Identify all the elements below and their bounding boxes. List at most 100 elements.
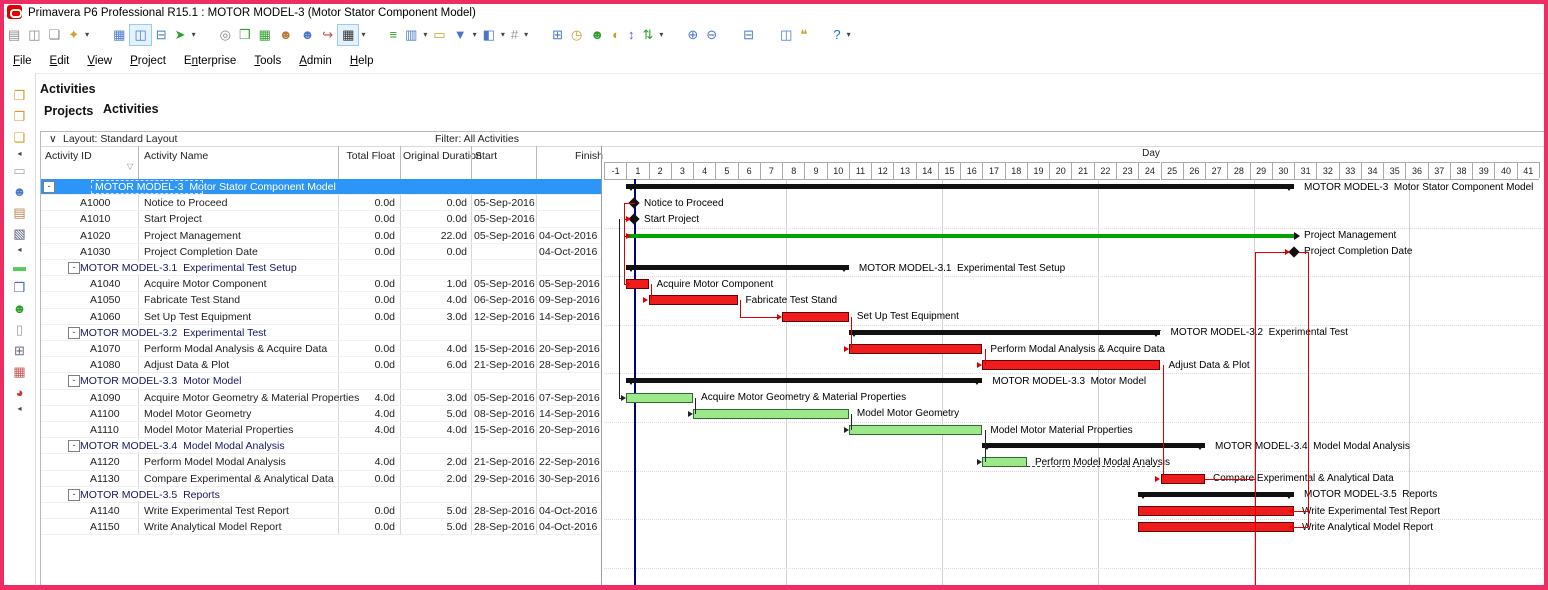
group-row-label[interactable]: MOTOR MODEL-3.4 Model Modal Analysis <box>80 440 285 453</box>
caret[interactable]: ▾ <box>524 30 529 39</box>
cell-finish[interactable]: 30-Sep-2016 <box>539 472 600 485</box>
caret[interactable]: ▾ <box>659 30 664 39</box>
schedule-icon[interactable]: ▦ <box>337 24 360 46</box>
bars-icon[interactable]: ≡ <box>389 27 398 42</box>
collapse-icon[interactable]: ◂ <box>17 149 22 158</box>
cell-total-float[interactable]: 0.0d <box>374 343 395 355</box>
cell-activity-id[interactable]: A1120 <box>90 456 120 469</box>
wbs-icon[interactable]: ▭ <box>13 163 26 178</box>
cell-original-duration[interactable]: 3.0d <box>446 391 467 404</box>
col-activity-id[interactable]: Activity ID <box>45 150 92 162</box>
group-sort-icon[interactable]: ◧ <box>482 27 495 42</box>
cell-activity-id[interactable]: A1110 <box>90 424 119 436</box>
cell-original-duration[interactable]: 4.0d <box>446 424 467 436</box>
cell-total-float[interactable]: 0.0d <box>374 278 395 291</box>
cell-activity-name[interactable]: Perform Model Modal Analysis <box>144 456 286 469</box>
cell-start[interactable]: 29-Sep-2016 <box>474 472 535 485</box>
menu-enterprise[interactable]: Enterprise <box>183 55 237 67</box>
relationship-icon[interactable]: ↪ <box>322 27 334 42</box>
page-setup-icon[interactable]: ❏ <box>48 27 61 42</box>
cell-activity-name[interactable]: Acquire Motor Component <box>144 278 267 291</box>
notebook-icon[interactable]: ▤ <box>13 205 26 220</box>
critical-activity-bar[interactable] <box>848 344 983 354</box>
cell-finish[interactable]: 14-Sep-2016 <box>539 407 600 420</box>
comment-icon[interactable]: ❝ <box>800 27 808 42</box>
cell-start[interactable]: 05-Sep-2016 <box>474 391 535 404</box>
caret[interactable]: ▾ <box>423 30 428 39</box>
cell-activity-id[interactable]: A1060 <box>90 310 121 323</box>
cell-finish[interactable]: 22-Sep-2016 <box>539 456 600 469</box>
help-icon[interactable]: ? <box>833 27 841 42</box>
cell-original-duration[interactable]: 0.0d <box>446 245 467 258</box>
cell-activity-id[interactable]: A1020 <box>80 229 111 242</box>
cell-activity-name[interactable]: Model Motor Material Properties <box>144 424 294 436</box>
critical-activity-bar[interactable] <box>1160 473 1206 484</box>
collapse-icon[interactable]: ◂ <box>17 404 22 413</box>
critical-activity-bar[interactable] <box>982 360 1161 371</box>
cell-finish[interactable]: 05-Sep-2016 <box>539 278 600 291</box>
cell-original-duration[interactable]: 1.0d <box>446 278 467 291</box>
cell-start[interactable]: 21-Sep-2016 <box>474 359 535 372</box>
chevron-down-icon[interactable]: ∨ <box>49 133 57 145</box>
gantt-view-icon[interactable]: ◫ <box>129 24 152 46</box>
cell-activity-name[interactable]: Write Experimental Test Report <box>144 505 289 517</box>
font-icon[interactable]: # <box>510 27 519 42</box>
zoom-in-icon[interactable]: ⊕ <box>687 27 699 42</box>
cell-activity-name[interactable]: Fabricate Test Stand <box>144 294 241 307</box>
grid-icon[interactable]: ⊞ <box>552 27 564 42</box>
col-total-float[interactable]: Total Float <box>346 150 395 162</box>
cell-total-float[interactable]: 0.0d <box>374 359 395 372</box>
cell-activity-name[interactable]: Project Completion Date <box>144 245 258 258</box>
collapse-icon[interactable]: ◂ <box>17 245 22 254</box>
pointer-icon[interactable]: ➤ <box>174 27 186 42</box>
summary-bar[interactable] <box>1138 491 1295 497</box>
update-icon[interactable]: ⇅ <box>642 27 654 42</box>
col-original-duration[interactable]: Original Duration <box>403 150 482 162</box>
cell-original-duration[interactable]: 4.0d <box>446 343 467 355</box>
import-icon[interactable]: ❏ <box>13 130 26 145</box>
caret[interactable]: ▾ <box>191 30 196 39</box>
cell-start[interactable]: 28-Sep-2016 <box>474 521 535 534</box>
menu-project[interactable]: Project <box>130 55 166 67</box>
assign-resource-icon[interactable]: ☻ <box>590 27 605 42</box>
print-preview-icon[interactable]: ◫ <box>28 27 41 42</box>
cell-original-duration[interactable]: 5.0d <box>446 521 467 534</box>
summary-bar[interactable] <box>626 184 1295 189</box>
cell-activity-id[interactable]: A1040 <box>90 278 121 291</box>
risk-icon[interactable]: ◕ <box>15 385 24 400</box>
cell-activity-name[interactable]: Write Analytical Model Report <box>144 521 282 534</box>
milestone-icon[interactable] <box>1288 246 1300 258</box>
cell-activity-name[interactable]: Set Up Test Equipment <box>144 310 252 323</box>
cell-total-float[interactable]: 4.0d <box>374 424 395 436</box>
activity-bar[interactable] <box>626 392 694 403</box>
critical-activity-bar[interactable] <box>648 295 738 306</box>
cell-activity-id[interactable]: A1050 <box>90 294 121 307</box>
cell-start[interactable]: 05-Sep-2016 <box>474 213 535 226</box>
summary-bar[interactable] <box>626 378 983 384</box>
cell-activity-name[interactable]: Notice to Proceed <box>144 197 228 210</box>
cell-original-duration[interactable]: 6.0d <box>446 359 467 372</box>
caret[interactable]: ▾ <box>361 30 366 39</box>
cell-finish[interactable]: 28-Sep-2016 <box>539 359 600 372</box>
cell-activity-name[interactable]: Project Management <box>144 229 241 242</box>
menu-file[interactable]: File <box>13 55 32 67</box>
cell-activity-id[interactable]: A1150 <box>90 521 120 534</box>
layout-bar[interactable]: ∨ Layout: Standard Layout Filter: All Ac… <box>41 132 1544 147</box>
cell-start[interactable]: 08-Sep-2016 <box>474 407 535 420</box>
zoom-out-icon[interactable]: ⊖ <box>706 27 718 42</box>
new-project-icon[interactable]: ❐ <box>13 88 26 103</box>
collapse-button[interactable]: - <box>68 262 80 274</box>
cell-total-float[interactable]: 0.0d <box>374 294 395 307</box>
publish-icon[interactable]: ✦ <box>68 27 80 42</box>
cell-original-duration[interactable]: 0.0d <box>446 197 467 210</box>
cell-total-float[interactable]: 4.0d <box>374 391 395 404</box>
caret[interactable]: ▾ <box>846 30 851 39</box>
caret[interactable]: ▾ <box>472 30 477 39</box>
col-start[interactable]: Start <box>475 150 498 162</box>
cell-start[interactable]: 05-Sep-2016 <box>474 229 535 242</box>
cell-activity-id[interactable]: A1070 <box>90 343 121 355</box>
cell-activity-id[interactable]: A1090 <box>90 391 121 404</box>
cell-finish[interactable]: 04-Oct-2016 <box>539 521 598 534</box>
cell-original-duration[interactable]: 0.0d <box>446 213 467 226</box>
cell-start[interactable]: 15-Sep-2016 <box>474 343 535 355</box>
